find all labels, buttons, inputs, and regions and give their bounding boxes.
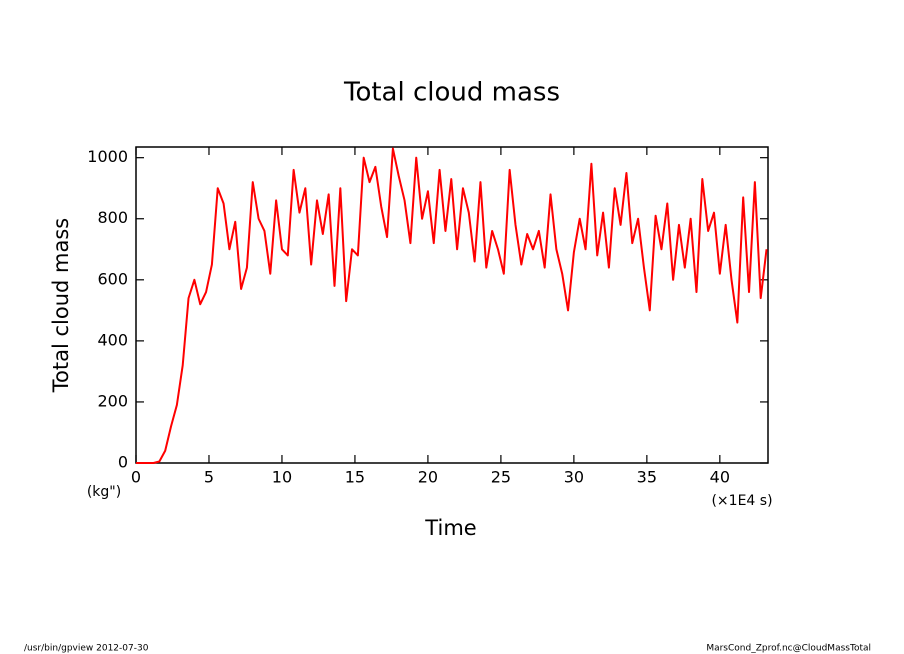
x-tick-label: 0 — [131, 468, 141, 487]
y-tick-label: 800 — [97, 208, 128, 227]
x-tick-label: 20 — [418, 468, 438, 487]
x-tick-label: 15 — [345, 468, 365, 487]
footer-left: /usr/bin/gpview 2012-07-30 — [24, 644, 149, 654]
y-tick-label: 0 — [118, 453, 128, 472]
y-tick-label: 200 — [97, 391, 128, 410]
x-tick-label: 40 — [710, 468, 730, 487]
y-axis-label: Total cloud mass — [49, 218, 73, 393]
y-tick-label: 400 — [97, 330, 128, 349]
x-tick-label: 35 — [637, 468, 657, 487]
plot-frame — [135, 146, 769, 464]
y-tick-label: 1000 — [87, 147, 128, 166]
x-axis-unit: (×1E4 s) — [711, 493, 772, 509]
y-tick-label: 600 — [97, 269, 128, 288]
x-axis-label: Time — [424, 516, 476, 540]
x-tick-label: 25 — [491, 468, 511, 487]
data-line — [136, 147, 768, 464]
y-axis-unit: (kg") — [87, 484, 121, 500]
footer-right: MarsCond_Zprof.nc@CloudMassTotal — [706, 644, 871, 654]
chart-title: Total cloud mass — [343, 78, 560, 108]
x-tick-label: 10 — [272, 468, 292, 487]
x-tick-label: 5 — [204, 468, 214, 487]
x-tick-label: 30 — [564, 468, 584, 487]
